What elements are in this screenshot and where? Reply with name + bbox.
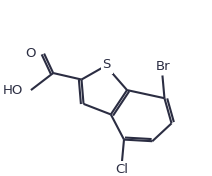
Text: Br: Br <box>156 60 171 73</box>
Text: S: S <box>103 58 111 71</box>
Text: O: O <box>25 47 36 60</box>
Text: Cl: Cl <box>116 163 128 176</box>
Text: HO: HO <box>3 84 23 97</box>
